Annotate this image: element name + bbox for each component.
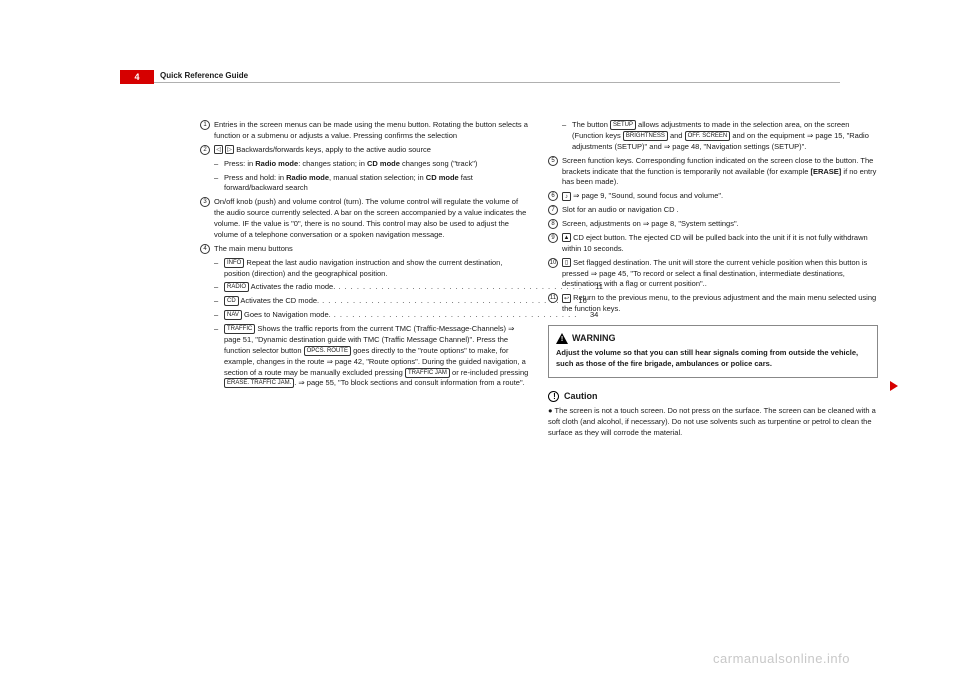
- t: The screen is not a touch screen. Do not…: [548, 406, 876, 437]
- warning-body: Adjust the volume so that you can still …: [556, 348, 870, 370]
- t: , manual station selection; in: [329, 173, 426, 182]
- item-7-text: Slot for an audio or navigation CD .: [562, 205, 878, 216]
- item-4-text: The main menu buttons: [214, 244, 530, 255]
- item-2: 2 ◁ ▷ Backwards/forwards keys, apply to …: [200, 145, 530, 156]
- t: Goes to Navigation mode.: [242, 310, 331, 319]
- t: Activates the radio mode.: [249, 282, 335, 291]
- marker-11: 11: [548, 293, 558, 303]
- opcs-route-button: OPCS. ROUTE: [304, 346, 351, 356]
- marker-4: 4: [200, 244, 210, 254]
- t: Return to the previous menu, to the prev…: [562, 293, 876, 313]
- t: ⇒ page 9, "Sound, sound focus and volume…: [571, 191, 723, 200]
- continue-arrow-icon: [890, 381, 898, 391]
- t: CD mode: [426, 173, 459, 182]
- traffic-jam-button: TRAFFIC JAM: [405, 368, 450, 378]
- item-3: 3 On/off knob (push) and volume control …: [200, 197, 530, 241]
- item-4: 4 The main menu buttons: [200, 244, 530, 255]
- t: : changes station; in: [298, 159, 367, 168]
- t: Activates the CD mode.: [239, 296, 319, 305]
- marker-5: 5: [548, 156, 558, 166]
- nav-button: NAV: [224, 310, 242, 320]
- marker-9: 9: [548, 233, 558, 243]
- header-rule: [120, 82, 840, 83]
- item-4-cd: – CD Activates the CD mode. . . . . . . …: [200, 296, 530, 307]
- marker-7: 7: [548, 205, 558, 215]
- item-8: 8 Screen, adjustments on ⇒ page 8, "Syst…: [548, 219, 878, 230]
- marker-6: 6: [548, 191, 558, 201]
- item-setup: – The button SETUP allows adjustments to…: [548, 120, 878, 153]
- caution-title: Caution: [564, 390, 598, 403]
- t: Press and hold: in: [224, 173, 286, 182]
- warning-icon: [556, 333, 568, 344]
- leader-dots: . . . . . . . . . . . . . . . . . . . . …: [319, 296, 569, 307]
- flag-icon: ▯: [562, 258, 571, 267]
- caution-head: Caution: [548, 390, 878, 403]
- warning-title: WARNING: [572, 332, 616, 345]
- caution-body: ● The screen is not a touch screen. Do n…: [548, 406, 878, 439]
- leader-dots: . . . . . . . . . . . . . . . . . . . . …: [331, 310, 581, 321]
- return-icon: ↩: [562, 294, 571, 303]
- item-3-text: On/off knob (push) and volume control (t…: [214, 197, 530, 241]
- eject-icon: ▲: [562, 233, 571, 242]
- item-9: 9 ▲ CD eject button. The ejected CD will…: [548, 233, 878, 255]
- t: or re-included pressing: [450, 368, 528, 377]
- t: CD eject button. The ejected CD will be …: [562, 233, 868, 253]
- t: and: [668, 131, 685, 140]
- t: Radio mode: [286, 173, 329, 182]
- item-8-text: Screen, adjustments on ⇒ page 8, "System…: [562, 219, 878, 230]
- marker-10: 10: [548, 258, 558, 268]
- page-number-tab: 4: [120, 70, 154, 84]
- warning-box: WARNING Adjust the volume so that you ca…: [548, 325, 878, 378]
- item-2-sub2: – Press and hold: in Radio mode, manual …: [200, 173, 530, 195]
- brightness-button: BRIGHTNESS: [623, 131, 668, 141]
- item-10: 10 ▯ Set flagged destination. The unit w…: [548, 258, 878, 291]
- t: Press: in: [224, 159, 255, 168]
- marker-8: 8: [548, 219, 558, 229]
- item-6: 6 ♪ ⇒ page 9, "Sound, sound focus and vo…: [548, 191, 878, 202]
- item-1: 1 Entries in the screen menus can be mad…: [200, 120, 530, 142]
- item-4-radio: – RADIO Activates the radio mode. . . . …: [200, 282, 530, 293]
- section-title: Quick Reference Guide: [160, 71, 248, 80]
- marker-1: 1: [200, 120, 210, 130]
- item-4-nav: – NAV Goes to Navigation mode. . . . . .…: [200, 310, 530, 321]
- item-2-sub1: – Press: in Radio mode: changes station;…: [200, 159, 530, 170]
- right-column: – The button SETUP allows adjustments to…: [548, 120, 878, 438]
- t: changes song ("track"): [400, 159, 477, 168]
- item-1-text: Entries in the screen menus can be made …: [214, 120, 530, 142]
- t: Set flagged destination. The unit will s…: [562, 258, 867, 289]
- t: . ⇒ page 55, "To block sections and cons…: [294, 378, 524, 387]
- t: [ERASE]: [810, 167, 841, 176]
- caution-icon: [548, 391, 559, 402]
- sound-icon: ♪: [562, 192, 571, 201]
- next-icon: ▷: [225, 145, 234, 154]
- cd-button: CD: [224, 296, 239, 306]
- item-4-traffic: – TRAFFIC Shows the traffic reports from…: [200, 324, 530, 389]
- setup-button: SETUP: [610, 120, 636, 130]
- left-column: 1 Entries in the screen menus can be mad…: [200, 120, 530, 392]
- erase-traffic-jam-button: ERASE. TRAFFIC JAM.: [224, 378, 294, 388]
- off-screen-button: OFF. SCREEN: [685, 131, 731, 141]
- t: Radio mode: [255, 159, 298, 168]
- item-7: 7 Slot for an audio or navigation CD .: [548, 205, 878, 216]
- item-4-info: – INFO Repeat the last audio navigation …: [200, 258, 530, 280]
- marker-3: 3: [200, 197, 210, 207]
- item-11: 11 ↩ Return to the previous menu, to the…: [548, 293, 878, 315]
- item-5: 5 Screen function keys. Corresponding fu…: [548, 156, 878, 189]
- prev-icon: ◁: [214, 145, 223, 154]
- page-root: 4 Quick Reference Guide 1 Entries in the…: [0, 0, 960, 678]
- item-2-text: Backwards/forwards keys, apply to the ac…: [236, 145, 431, 154]
- traffic-button: TRAFFIC: [224, 324, 255, 334]
- info-button: INFO: [224, 258, 244, 268]
- t: CD mode: [367, 159, 400, 168]
- radio-button: RADIO: [224, 282, 249, 292]
- watermark: carmanualsonline.info: [713, 651, 850, 666]
- marker-2: 2: [200, 145, 210, 155]
- t: Repeat the last audio navigation instruc…: [224, 258, 502, 278]
- t: The button: [572, 120, 610, 129]
- t: Shows the traffic reports from the curre…: [255, 324, 416, 333]
